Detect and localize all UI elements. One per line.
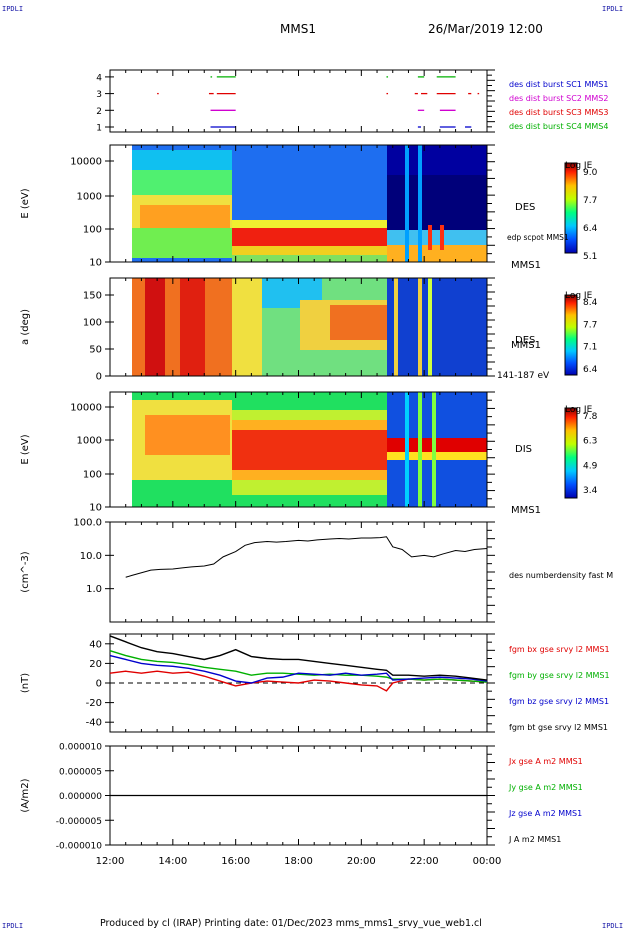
colorbar-title: Log JE — [565, 161, 593, 171]
overlay-label: edp scpot MMS1 — [507, 233, 569, 242]
y-tick-label: 150 — [83, 291, 102, 302]
y-axis-label: a (deg) — [20, 309, 31, 345]
panel-sublabel: MMS1 — [511, 260, 541, 271]
y-tick-label: 1 — [96, 124, 102, 134]
legend-density: des numberdensity fast M — [509, 571, 613, 580]
y-tick-label: 100.0 — [73, 518, 102, 529]
y-tick-label: 0.000010 — [59, 743, 102, 753]
y-tick-label: 4 — [96, 73, 102, 83]
legend-burst: des dist burst SC2 MMS2 — [509, 94, 608, 103]
y-tick-label: 1000 — [77, 192, 102, 203]
panel-density-frame — [109, 521, 488, 623]
plot-title: MMS1 — [280, 22, 316, 36]
panel-label: DES — [515, 202, 535, 213]
y-tick-label: 10.0 — [80, 551, 102, 562]
x-tick-label: 12:00 — [96, 856, 125, 867]
y-tick-label: 50 — [89, 345, 102, 356]
colorbar-tick-label: 5.1 — [583, 252, 597, 262]
y-tick-label: 100 — [83, 318, 102, 329]
colorbar-2 — [564, 294, 578, 376]
colorbar-tick-label: 3.4 — [583, 486, 598, 496]
colorbar-tick-label: 4.9 — [583, 461, 598, 471]
colorbar-title: Log JE — [565, 291, 593, 301]
legend-current: J A m2 MMS1 — [508, 835, 561, 844]
y-tick-label: 10 — [89, 503, 102, 514]
y-tick-label: -40 — [86, 718, 102, 729]
x-tick-label: 18:00 — [284, 856, 313, 867]
colorbar-tick-label: 6.4 — [583, 224, 598, 234]
legend-current: Jz gse A m2 MMS1 — [508, 809, 582, 818]
footer-text: Produced by cl (IRAP) Printing date: 01/… — [100, 918, 482, 929]
panel-label: DIS — [515, 444, 532, 455]
panel-label: DES — [515, 335, 535, 346]
y-tick-label: 10000 — [70, 157, 102, 168]
colorbar-3 — [564, 407, 578, 499]
legend-bfield: fgm by gse srvy l2 MMS1 — [509, 671, 610, 680]
legend-bfield: fgm bz gse srvy l2 MMS1 — [509, 697, 609, 706]
legend-burst: des dist burst SC1 MMS1 — [509, 80, 608, 89]
y-axis-label: E (eV) — [20, 434, 31, 464]
y-tick-label: 20 — [89, 659, 102, 670]
y-tick-label: 100 — [83, 470, 102, 481]
legend-current: Jy gse A m2 MMS1 — [508, 783, 583, 792]
y-tick-label: 1.0 — [86, 584, 102, 595]
corner-logo-br: IPDLI — [602, 922, 624, 930]
bfield-series-line — [109, 635, 488, 681]
colorbar-tick-label: 7.1 — [583, 343, 597, 353]
y-tick-label: 0 — [96, 372, 102, 383]
y-tick-label: 100 — [83, 225, 102, 236]
y-tick-label: 2 — [96, 107, 102, 117]
legend-burst: des dist burst SC4 MMS4 — [509, 122, 608, 131]
legend-current: Jx gse A m2 MMS1 — [508, 757, 583, 766]
energy-label: 141-187 eV — [497, 371, 550, 381]
bfield-series-line — [109, 649, 488, 683]
x-tick-label: 16:00 — [221, 856, 250, 867]
colorbar-1 — [564, 162, 578, 254]
x-tick-label: 22:00 — [410, 856, 439, 867]
legend-bfield: fgm bt gse srvy l2 MMS1 — [509, 723, 608, 732]
y-tick-label: 0.000005 — [59, 767, 102, 777]
legend-bfield: fgm bx gse srvy l2 MMS1 — [509, 645, 610, 654]
heatmap-des-pitch — [109, 277, 488, 377]
legend-burst: des dist burst SC3 MMS3 — [509, 108, 608, 117]
x-tick-label: 20:00 — [347, 856, 376, 867]
y-tick-label: -0.000010 — [56, 842, 102, 852]
y-tick-label: -20 — [86, 698, 102, 709]
colorbar-tick-label: 6.3 — [583, 437, 597, 447]
dynamic-chart-layer: 1 2 3 4 des dist burst SC1 MMS1 des dist burs… — [20, 69, 613, 867]
y-tick-label: 10 — [89, 258, 102, 269]
plot-datetime: 26/Mar/2019 12:00 — [428, 22, 543, 36]
colorbar-tick-label: 7.7 — [583, 196, 597, 206]
panel-sublabel: MMS1 — [511, 340, 541, 351]
corner-logo-tl: IPDLI — [2, 5, 24, 13]
y-tick-label: 10000 — [70, 403, 102, 414]
y-tick-label: 0.000000 — [59, 792, 102, 802]
colorbar-tick-label: 7.8 — [583, 412, 598, 422]
density-series-line — [125, 536, 488, 578]
colorbar-tick-label: 8.4 — [583, 298, 598, 308]
y-axis-label: E (eV) — [20, 188, 31, 218]
heatmap-des-energy — [109, 144, 488, 263]
y-axis-label: (nT) — [20, 673, 31, 693]
y-tick-label: 3 — [96, 90, 102, 100]
corner-logo-tr: IPDLI — [602, 5, 624, 13]
x-tick-label: 14:00 — [158, 856, 187, 867]
colorbar-title: Log JE — [565, 405, 593, 415]
heatmap-dis-energy — [109, 391, 488, 508]
corner-logo-bl: IPDLI — [2, 922, 24, 930]
panel-sublabel: MMS1 — [511, 505, 541, 516]
panel-burst-frame — [109, 69, 488, 133]
y-tick-label: 1000 — [77, 436, 102, 447]
colorbar-tick-label: 7.7 — [583, 320, 597, 330]
bfield-series-line — [109, 654, 488, 684]
y-tick-label: 0 — [96, 679, 102, 690]
colorbar-tick-label: 6.4 — [583, 365, 598, 375]
y-axis-label: (A/m2) — [20, 778, 31, 812]
colorbar-tick-label: 9.0 — [583, 168, 598, 178]
x-tick-label: 00:00 — [473, 856, 502, 867]
y-tick-label: -0.000005 — [56, 817, 102, 827]
y-tick-label: 40 — [89, 639, 102, 650]
y-axis-label: (cm^-3) — [20, 551, 31, 592]
